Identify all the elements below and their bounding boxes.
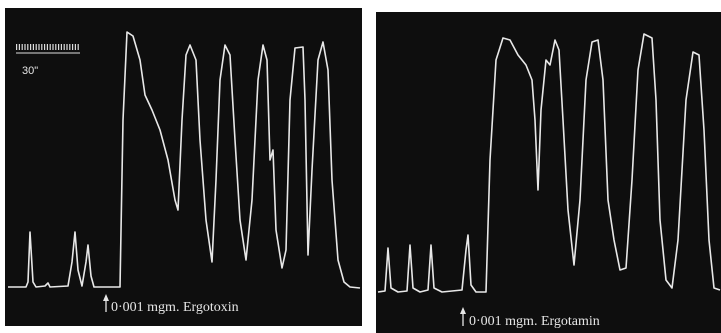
page: {"panels": [ {"scale_label": "30\"", "ca… <box>0 0 721 333</box>
panel-background <box>5 8 362 326</box>
figure: 30" 0·001 mgm. Ergotoxin 0·001 mgm. Ergo… <box>0 0 721 333</box>
scale-label: 30" <box>22 65 38 77</box>
caption: 0·001 mgm. Ergotoxin <box>111 300 239 315</box>
caption: 0·001 mgm. Ergotamin <box>469 314 600 329</box>
panel-ergotoxin: 30" 0·001 mgm. Ergotoxin <box>5 8 362 326</box>
panel-ergotamin: 0·001 mgm. Ergotamin <box>376 12 721 333</box>
